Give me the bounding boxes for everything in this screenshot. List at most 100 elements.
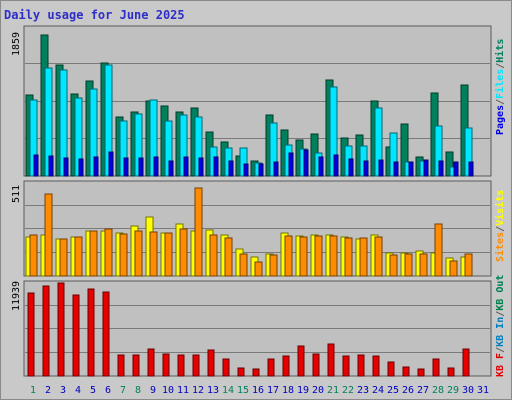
- kb-f-bar: [462, 348, 470, 377]
- pages-bar: [453, 161, 459, 177]
- sites-bar: [134, 230, 143, 277]
- kb-f-bar: [387, 361, 395, 377]
- sites-bar: [254, 261, 263, 277]
- x-tick-label: 7: [120, 385, 126, 396]
- x-tick-label: 4: [75, 385, 81, 396]
- legend-kb_f: KB F: [495, 353, 506, 377]
- x-tick-label: 27: [417, 385, 429, 396]
- sites-bar: [194, 187, 203, 277]
- kb-f-bar: [72, 294, 80, 377]
- pages-bar: [258, 163, 264, 177]
- pages-bar: [138, 157, 144, 177]
- pages-bar: [153, 156, 159, 177]
- sites-bar: [374, 236, 383, 277]
- kb-f-bar: [147, 348, 155, 377]
- sites-bar: [104, 228, 113, 277]
- kb-f-bar: [417, 368, 425, 377]
- sites-bar: [29, 234, 38, 277]
- x-tick-label: 30: [462, 385, 474, 396]
- legend-sites: Sites: [494, 232, 506, 262]
- x-tick-label: 16: [252, 385, 264, 396]
- x-tick-label: 8: [135, 385, 141, 396]
- x-tick-label: 20: [312, 385, 324, 396]
- pages-bar: [318, 156, 324, 177]
- kb-f-bar: [342, 355, 350, 377]
- x-tick-label: 15: [237, 385, 249, 396]
- legend-files: Files: [494, 69, 506, 99]
- sites-bar: [224, 237, 233, 277]
- x-tick-label: 6: [105, 385, 111, 396]
- pages-bar: [438, 160, 444, 177]
- kb-f-bar: [372, 355, 380, 377]
- x-tick-label: 9: [150, 385, 156, 396]
- x-tick-label: 19: [297, 385, 309, 396]
- legend-pages: Pages: [495, 105, 506, 135]
- sites-bar: [44, 193, 53, 277]
- legend-visits: Visits: [494, 190, 506, 226]
- kb-f-bar: [27, 292, 35, 377]
- sites-bar: [359, 237, 368, 277]
- legend-kb_out: KB Out: [495, 275, 506, 311]
- pages-bar: [93, 156, 99, 177]
- pages-bar: [213, 156, 219, 177]
- x-tick-label: 23: [357, 385, 369, 396]
- pages-bar: [273, 161, 279, 177]
- sites-bar: [329, 235, 338, 277]
- kb-f-bar: [282, 355, 290, 377]
- kb-f-bar: [207, 349, 215, 377]
- chart-title: Daily usage for June 2025: [4, 8, 185, 22]
- legend-bottom: KB F/KB In/KB Out: [495, 275, 506, 377]
- x-tick-label: 31: [477, 385, 489, 396]
- pages-bar: [348, 158, 354, 177]
- kb-f-bar: [192, 354, 200, 377]
- y-max-label-1: 1859: [11, 32, 22, 56]
- pages-bar: [183, 156, 189, 177]
- x-tick-label: 1: [30, 385, 36, 396]
- pages-bar: [363, 160, 369, 177]
- sites-bar: [284, 235, 293, 277]
- x-tick-label: 13: [207, 385, 219, 396]
- pages-bar: [48, 155, 54, 177]
- kb-f-bar: [312, 353, 320, 377]
- kb-f-bar: [117, 354, 125, 377]
- kb-f-bar: [102, 291, 110, 377]
- sites-bar: [119, 233, 128, 277]
- x-tick-label: 17: [267, 385, 279, 396]
- pages-bar: [168, 160, 174, 177]
- sites-bar: [269, 254, 278, 277]
- sites-bar: [314, 235, 323, 277]
- sites-bar: [389, 254, 398, 277]
- kb-f-bar: [357, 354, 365, 377]
- sites-bar: [419, 253, 428, 277]
- pages-bar: [393, 161, 399, 177]
- sites-bar: [464, 253, 473, 277]
- kb-f-bar: [297, 345, 305, 377]
- pages-bar: [198, 157, 204, 177]
- legend-separator: /: [495, 63, 506, 69]
- pages-bar: [468, 161, 474, 177]
- sites-bar: [164, 232, 173, 277]
- pages-bar: [423, 159, 429, 177]
- kb-f-bar: [177, 354, 185, 377]
- kb-f-bar: [237, 367, 245, 377]
- kb-f-bar: [87, 288, 95, 377]
- sites-bar: [239, 253, 248, 277]
- y-max-label-2: 511: [11, 185, 22, 203]
- legend-kb_in: KB In: [495, 317, 506, 347]
- x-tick-label: 2: [45, 385, 51, 396]
- pages-bar: [63, 157, 69, 177]
- kb-f-bar: [222, 358, 230, 377]
- pages-bar: [243, 163, 249, 177]
- sites-bar: [149, 231, 158, 277]
- sites-bar: [299, 236, 308, 277]
- x-tick-label: 22: [342, 385, 354, 396]
- pages-bar: [123, 157, 129, 177]
- pages-bar: [408, 161, 414, 177]
- pages-bar: [108, 151, 114, 177]
- kb-f-bar: [162, 353, 170, 377]
- kb-f-bar: [57, 282, 65, 377]
- sites-bar: [59, 238, 68, 277]
- sites-bar: [404, 253, 413, 277]
- x-tick-label: 28: [432, 385, 444, 396]
